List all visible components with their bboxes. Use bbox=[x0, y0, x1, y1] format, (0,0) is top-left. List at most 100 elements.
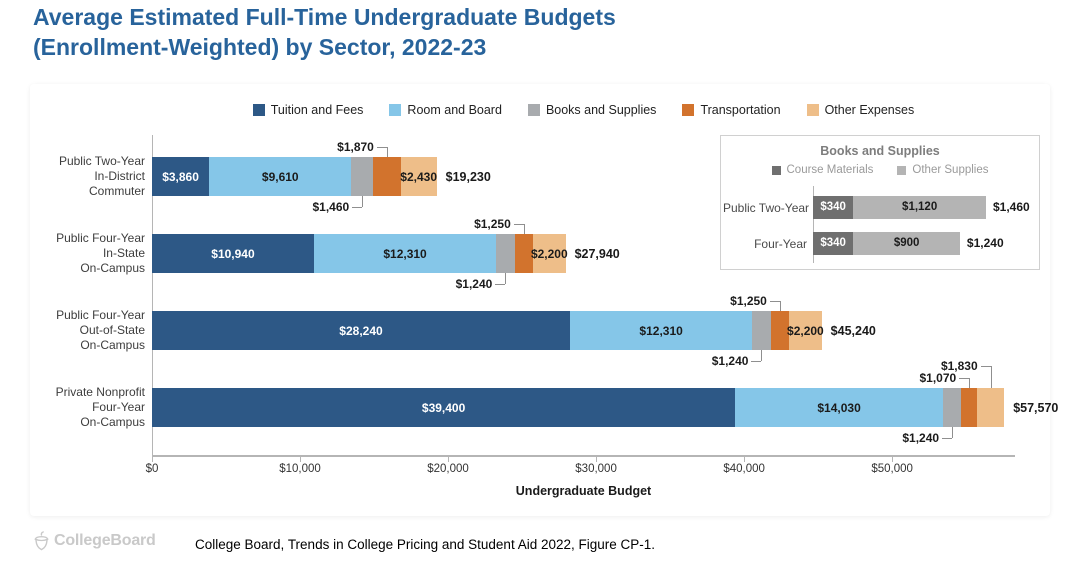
bar-segment-room-and-board bbox=[735, 388, 943, 427]
bar-segment-transportation bbox=[373, 157, 401, 196]
callout-line-vertical bbox=[505, 273, 507, 284]
inset-legend-swatch-course-materials bbox=[771, 165, 781, 175]
legend-item-other-expenses: Other Expenses bbox=[806, 103, 915, 117]
callout-line-vertical bbox=[779, 301, 781, 311]
callout-line-horizontal bbox=[959, 378, 970, 379]
inset-bar-segment-other-supplies bbox=[853, 232, 960, 255]
total-value-label: $57,570 bbox=[1013, 400, 1059, 415]
y-axis-line bbox=[152, 135, 153, 455]
collegeboard-logo-text: CollegeBoard bbox=[54, 532, 156, 549]
callout-value-label: $1,240 bbox=[711, 354, 749, 368]
inset-legend-label: Other Supplies bbox=[912, 164, 989, 176]
bar-segment-books-and-supplies bbox=[752, 311, 771, 350]
callout-value-label: $1,830 bbox=[940, 359, 978, 373]
callout-line-horizontal bbox=[942, 438, 953, 439]
x-tick-label: $10,000 bbox=[279, 463, 321, 475]
legend-label: Tuition and Fees bbox=[270, 103, 364, 117]
callout-line-vertical bbox=[990, 366, 992, 388]
x-tick bbox=[596, 457, 598, 462]
bar-segment-books-and-supplies bbox=[351, 157, 373, 196]
bar-segment-tuition-and-fees bbox=[152, 157, 210, 196]
inset-category-label: Public Two-Year bbox=[723, 200, 810, 215]
inset-legend-swatch-other-supplies bbox=[897, 165, 907, 175]
x-axis-title: Undergraduate Budget bbox=[515, 484, 652, 498]
x-tick bbox=[744, 457, 746, 462]
inset-total-value-label: $1,240 bbox=[966, 236, 1004, 250]
segment-value-label: $12,310 bbox=[383, 246, 427, 261]
callout-line-vertical bbox=[969, 378, 971, 388]
callout-value-label: $1,240 bbox=[902, 431, 940, 445]
callout-line-horizontal bbox=[751, 361, 762, 362]
legend-item-room-and-board: Room and Board bbox=[389, 103, 502, 117]
legend-label: Room and Board bbox=[407, 103, 502, 117]
x-axis-line bbox=[152, 455, 1015, 457]
x-tick-label: $30,000 bbox=[575, 463, 617, 475]
callout-value-label: $1,250 bbox=[730, 294, 767, 308]
total-value-label: $19,230 bbox=[445, 169, 491, 184]
callout-value-label: $1,460 bbox=[312, 200, 350, 214]
segment-value-label: $2,200 bbox=[787, 323, 824, 338]
callout-value-label: $1,870 bbox=[337, 140, 374, 154]
callout-line-horizontal bbox=[980, 366, 991, 367]
total-value-label: $27,940 bbox=[574, 246, 620, 261]
callout-line-vertical bbox=[761, 350, 763, 361]
bar-segment-books-and-supplies bbox=[496, 234, 515, 273]
legend-item-transportation: Transportation bbox=[682, 103, 781, 117]
bar-segment-other-expenses bbox=[400, 157, 437, 196]
total-value-label: $45,240 bbox=[830, 323, 876, 338]
callout-line-horizontal bbox=[352, 207, 363, 208]
bar-segment-room-and-board bbox=[313, 234, 497, 273]
bar-segment-transportation bbox=[961, 388, 978, 427]
x-tick-label: $20,000 bbox=[427, 463, 469, 475]
bar-segment-tuition-and-fees bbox=[152, 388, 736, 427]
x-tick bbox=[892, 457, 894, 462]
inset-segment-value-label: $340 bbox=[820, 201, 846, 213]
segment-value-label: $39,400 bbox=[421, 400, 466, 415]
legend-label: Other Expenses bbox=[824, 103, 915, 117]
inset-legend: Course Materials Other Supplies bbox=[721, 164, 1039, 176]
legend-label: Transportation bbox=[700, 103, 781, 117]
segment-value-label: $10,940 bbox=[211, 246, 255, 261]
category-label: Public Four-Year In-State On-Campus bbox=[56, 231, 145, 275]
source-citation: College Board, Trends in College Pricing… bbox=[195, 537, 656, 552]
bar-segment-books-and-supplies bbox=[942, 388, 962, 427]
legend-item-tuition-and-fees: Tuition and Fees bbox=[252, 103, 364, 117]
callout-line-vertical bbox=[386, 147, 388, 157]
legend-swatch-transportation bbox=[682, 104, 695, 116]
callout-value-label: $1,070 bbox=[919, 371, 957, 385]
callout-line-vertical bbox=[523, 224, 525, 234]
bar-segment-other-expenses bbox=[533, 234, 566, 273]
callout-line-horizontal bbox=[495, 284, 506, 285]
collegeboard-logo: CollegeBoard bbox=[33, 531, 156, 551]
callout-line-horizontal bbox=[376, 147, 387, 148]
bar-segment-transportation bbox=[770, 311, 790, 350]
callout-line-vertical bbox=[952, 427, 954, 438]
inset-segment-value-label: $900 bbox=[893, 237, 920, 249]
books-and-supplies-inset-chart: Books and Supplies Course Materials Other… bbox=[720, 135, 1040, 270]
x-tick-label: $50,000 bbox=[871, 463, 913, 475]
inset-bar-segment-course-materials bbox=[813, 196, 854, 219]
inset-legend-item-course-materials: Course Materials bbox=[771, 164, 873, 176]
callout-value-label: $1,250 bbox=[474, 217, 511, 231]
page-title-line1: Average Estimated Full-Time Undergraduat… bbox=[33, 4, 616, 30]
x-tick bbox=[448, 457, 450, 462]
inset-segment-value-label: $340 bbox=[820, 237, 846, 249]
legend-swatch-tuition-and-fees bbox=[252, 104, 265, 116]
x-tick bbox=[300, 457, 302, 462]
inset-bar-segment-course-materials bbox=[813, 232, 854, 255]
bar-segment-transportation bbox=[514, 234, 534, 273]
chart-legend: Tuition and Fees Room and Board Books and … bbox=[152, 103, 1015, 117]
bar-segment-room-and-board bbox=[209, 157, 352, 196]
x-tick bbox=[152, 457, 153, 462]
segment-value-label: $2,200 bbox=[530, 246, 568, 261]
inset-bar-segment-other-supplies bbox=[853, 196, 986, 219]
segment-value-label: $28,240 bbox=[339, 323, 383, 338]
bar-segment-other-expenses bbox=[789, 311, 822, 350]
legend-swatch-books-and-supplies bbox=[527, 104, 540, 116]
legend-label: Books and Supplies bbox=[545, 103, 657, 117]
segment-value-label: $2,430 bbox=[400, 169, 437, 184]
x-tick-label: $0 bbox=[145, 463, 159, 475]
bar-segment-other-expenses bbox=[977, 388, 1005, 427]
page-title: Average Estimated Full-Time Undergraduat… bbox=[33, 2, 616, 62]
